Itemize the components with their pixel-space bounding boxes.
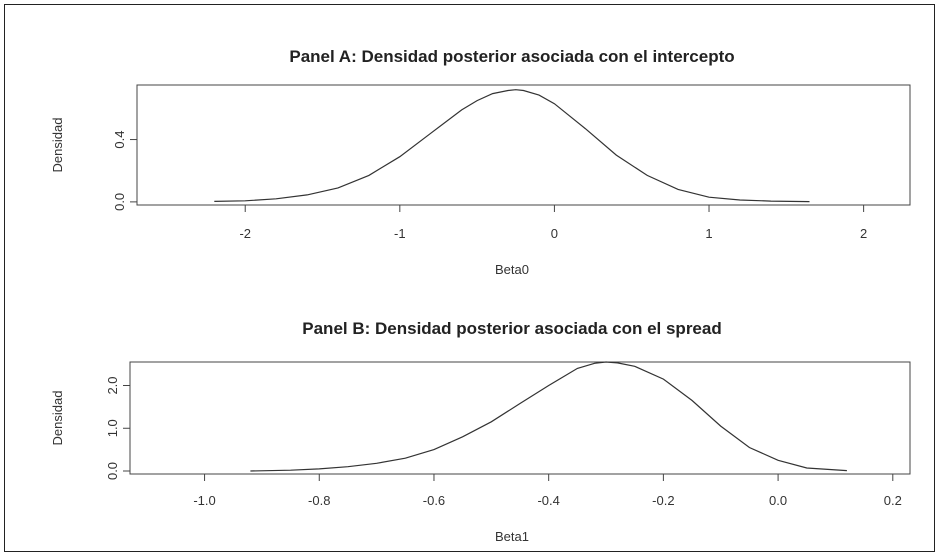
panel-b-x-axis: -1.0 -0.8 -0.6 -0.4 -0.2 0.0 0.2 xyxy=(193,473,902,508)
panel-a-y-label: Densidad xyxy=(50,118,65,173)
panel-a-x-tick-label: 2 xyxy=(860,226,867,241)
panel-a-y-tick-label: 0.0 xyxy=(112,193,127,211)
panel-b-y-tick-label: 1.0 xyxy=(105,419,120,437)
panel-a-y-tick-label: 0.4 xyxy=(112,131,127,149)
panel-b-x-tick-label: -0.8 xyxy=(308,493,330,508)
panel-b-x-tick-label: -1.0 xyxy=(193,493,215,508)
panel-a-plot-box xyxy=(136,84,911,206)
panel-b-density-line xyxy=(250,361,847,472)
panel-a-y-axis: 0.0 0.4 xyxy=(112,131,138,211)
panel-a: Panel A: Densidad posterior asociada con… xyxy=(50,47,911,277)
panel-a-x-axis: -2 -1 0 1 2 xyxy=(239,204,867,241)
panel-a-x-tick-label: 0 xyxy=(551,226,558,241)
panel-b-y-tick-label: 0.0 xyxy=(105,462,120,480)
figure-frame xyxy=(4,4,935,552)
panel-b-x-tick-label: -0.4 xyxy=(537,493,559,508)
panel-b-y-tick-label: 2.0 xyxy=(105,376,120,394)
panel-a-density-line xyxy=(214,89,810,203)
panel-a-x-tick-label: -1 xyxy=(394,226,406,241)
panel-b-x-tick-label: -0.6 xyxy=(423,493,445,508)
panel-a-title: Panel A: Densidad posterior asociada con… xyxy=(289,47,734,66)
panel-b-plot-box xyxy=(129,361,911,475)
panel-b: Panel B: Densidad posterior asociada con… xyxy=(50,319,911,544)
panel-b-y-axis: 0.0 1.0 2.0 xyxy=(105,376,131,480)
panel-b-y-label: Densidad xyxy=(50,391,65,446)
panel-b-x-tick-label: -0.2 xyxy=(652,493,674,508)
panel-a-x-tick-label: 1 xyxy=(705,226,712,241)
panel-b-title: Panel B: Densidad posterior asociada con… xyxy=(302,319,721,338)
panel-a-x-tick-label: -2 xyxy=(239,226,251,241)
panel-b-x-tick-label: 0.0 xyxy=(769,493,787,508)
panel-a-x-label: Beta0 xyxy=(495,262,529,277)
panel-b-x-label: Beta1 xyxy=(495,529,529,544)
panel-b-x-tick-label: 0.2 xyxy=(884,493,902,508)
